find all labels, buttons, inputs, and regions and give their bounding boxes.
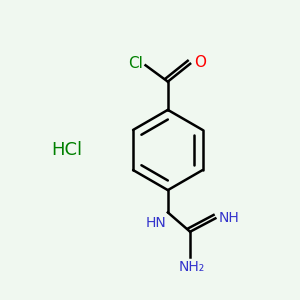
Text: HCl: HCl bbox=[51, 141, 82, 159]
Text: HN: HN bbox=[146, 216, 166, 230]
Text: Cl: Cl bbox=[128, 56, 142, 71]
Text: O: O bbox=[194, 55, 206, 70]
Text: NH₂: NH₂ bbox=[178, 260, 205, 274]
Text: NH: NH bbox=[218, 212, 239, 225]
